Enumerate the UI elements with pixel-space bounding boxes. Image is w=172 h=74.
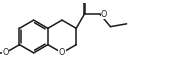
Text: O: O bbox=[59, 48, 65, 57]
Text: O: O bbox=[2, 48, 8, 57]
Text: O: O bbox=[101, 10, 107, 19]
